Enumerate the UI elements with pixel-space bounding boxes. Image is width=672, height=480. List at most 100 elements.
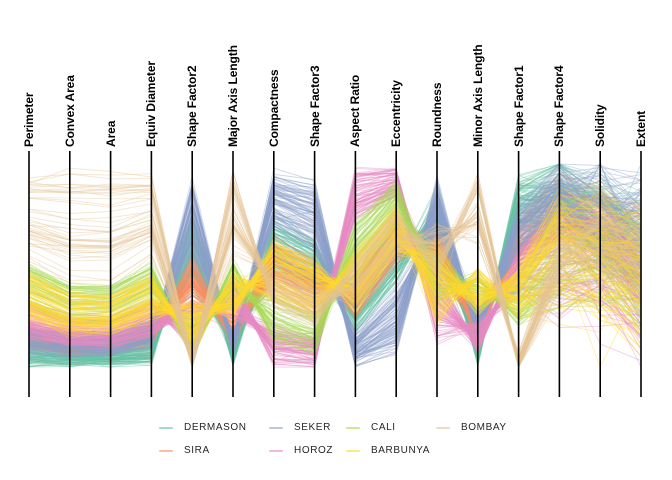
- data-line-bombay: [28, 225, 642, 365]
- data-line-seker: [28, 178, 642, 356]
- axis-label-eccentricity: Eccentricity: [389, 80, 404, 147]
- data-line-cali: [28, 197, 642, 352]
- data-line-cali: [28, 207, 642, 338]
- data-line-horoz: [28, 184, 642, 351]
- data-line-seker: [28, 168, 642, 363]
- data-line-bombay: [28, 188, 642, 369]
- data-line-seker: [28, 185, 642, 356]
- data-line-sira: [28, 218, 642, 346]
- data-line-dermason: [28, 214, 642, 349]
- data-line-barbunya: [28, 234, 642, 325]
- data-line-dermason: [28, 210, 642, 356]
- data-line-cali: [28, 192, 642, 350]
- data-line-seker: [28, 169, 642, 355]
- data-line-cali: [28, 199, 642, 323]
- data-line-bombay: [28, 182, 642, 366]
- data-line-sira: [28, 219, 642, 336]
- data-line-horoz: [28, 189, 642, 351]
- data-line-barbunya: [28, 206, 642, 339]
- data-line-sira: [28, 182, 642, 347]
- data-line-cali: [28, 195, 642, 326]
- data-line-dermason: [28, 189, 642, 354]
- data-line-dermason: [28, 190, 642, 358]
- data-line-barbunya: [28, 212, 642, 324]
- data-line-sira: [28, 223, 642, 338]
- data-line-seker: [28, 186, 642, 339]
- data-line-seker: [28, 183, 642, 345]
- data-line-sira: [28, 179, 642, 347]
- data-lines-layer: [28, 162, 642, 369]
- data-line-sira: [28, 216, 642, 334]
- data-line-seker: [28, 188, 642, 342]
- data-line-barbunya: [28, 211, 642, 346]
- data-line-cali: [28, 199, 642, 346]
- data-line-seker: [28, 177, 642, 361]
- legend-label-cali: CALI: [371, 422, 396, 433]
- data-line-dermason: [28, 182, 642, 364]
- data-line-sira: [28, 209, 642, 347]
- data-line-seker: [28, 196, 642, 353]
- data-line-dermason: [28, 163, 642, 367]
- data-line-dermason: [28, 202, 642, 355]
- legend-item-horoz: HOROZ: [269, 445, 333, 457]
- data-line-seker: [28, 184, 642, 347]
- data-line-horoz: [28, 170, 642, 368]
- data-line-bombay: [28, 184, 642, 369]
- data-line-dermason: [28, 185, 642, 362]
- data-line-barbunya: [28, 206, 642, 331]
- data-line-seker: [28, 166, 642, 368]
- legend-item-bombay: BOMBAY: [436, 422, 507, 434]
- data-line-horoz: [28, 188, 642, 344]
- data-line-horoz: [28, 172, 642, 363]
- data-line-sira: [28, 211, 642, 343]
- data-line-horoz: [28, 174, 642, 363]
- data-line-dermason: [28, 182, 642, 364]
- data-line-cali: [28, 179, 642, 322]
- data-line-horoz: [28, 185, 642, 353]
- class-lines-bombay: [28, 167, 642, 369]
- data-line-seker: [28, 163, 642, 367]
- data-line-dermason: [28, 196, 642, 358]
- axis-label-minor-axis-length: Minor Axis Length: [470, 44, 485, 147]
- data-line-seker: [28, 182, 642, 356]
- data-line-horoz: [28, 175, 642, 355]
- data-line-dermason: [28, 197, 642, 362]
- legend-swatch-bombay: [436, 427, 450, 429]
- data-line-cali: [28, 208, 642, 330]
- data-line-bombay: [28, 185, 642, 369]
- data-line-dermason: [28, 198, 642, 351]
- data-line-cali: [28, 211, 642, 328]
- data-line-seker: [28, 173, 642, 355]
- data-line-seker: [28, 183, 642, 359]
- data-line-sira: [28, 202, 642, 343]
- data-line-horoz: [28, 166, 642, 361]
- legend-item-dermason: DERMASON: [159, 422, 247, 434]
- data-line-barbunya: [28, 231, 642, 325]
- data-line-cali: [28, 193, 642, 325]
- data-line-sira: [28, 209, 642, 348]
- data-line-bombay: [28, 209, 642, 364]
- data-line-sira: [28, 201, 642, 345]
- data-line-cali: [28, 196, 642, 323]
- data-line-barbunya: [28, 220, 642, 326]
- data-line-dermason: [28, 164, 642, 365]
- data-line-horoz: [28, 168, 642, 368]
- data-line-seker: [28, 163, 642, 358]
- data-line-barbunya: [28, 217, 642, 333]
- data-line-barbunya: [28, 204, 642, 336]
- data-line-sira: [28, 231, 642, 340]
- data-line-horoz: [28, 167, 642, 366]
- data-line-sira: [28, 214, 642, 343]
- data-line-dermason: [28, 207, 642, 354]
- legend-label-seker: SEKER: [294, 422, 331, 433]
- data-line-sira: [28, 221, 642, 344]
- data-line-horoz: [28, 195, 642, 349]
- data-line-cali: [28, 220, 642, 328]
- data-line-horoz: [28, 188, 642, 351]
- legend-item-cali: CALI: [346, 422, 396, 434]
- data-line-seker: [28, 194, 642, 353]
- data-line-dermason: [28, 184, 642, 368]
- data-line-dermason: [28, 180, 642, 364]
- data-line-sira: [28, 175, 642, 352]
